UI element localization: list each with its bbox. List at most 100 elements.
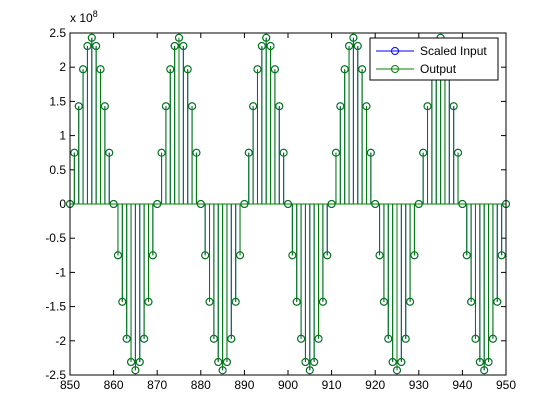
- stem-marker: [366, 148, 375, 157]
- stem-marker: [288, 251, 297, 260]
- stem-marker: [166, 65, 175, 74]
- stem-marker: [275, 102, 284, 111]
- stem-marker: [244, 148, 253, 157]
- stem-marker: [140, 334, 149, 343]
- stem-marker: [236, 251, 245, 260]
- y-tick-label: 0.5: [49, 163, 66, 177]
- x-tick-label: 850: [60, 378, 80, 392]
- stem-marker: [475, 358, 484, 367]
- stem-marker: [419, 148, 428, 157]
- y-tick-label: 2: [59, 60, 66, 74]
- y-tick-label: -1: [55, 265, 66, 279]
- stem-marker: [113, 251, 122, 260]
- stem-marker: [279, 148, 288, 157]
- stem-marker: [406, 297, 415, 306]
- stem-marker: [345, 41, 354, 50]
- stem-marker: [292, 297, 301, 306]
- axis-exponent: x 108: [70, 9, 98, 25]
- stem-marker: [127, 358, 136, 367]
- stem-marker: [157, 148, 166, 157]
- stem-marker: [175, 33, 183, 42]
- stem-marker: [83, 41, 92, 50]
- x-tick-label: 920: [365, 378, 385, 392]
- stem-marker: [270, 65, 279, 74]
- exponent-base: x 10: [70, 11, 93, 25]
- stem-marker: [179, 41, 188, 50]
- legend-label: Output: [420, 62, 457, 76]
- y-tick-label: -0.5: [45, 231, 66, 245]
- x-tick-label: 940: [452, 378, 472, 392]
- stem-marker: [183, 65, 192, 74]
- x-tick-label: 890: [234, 378, 254, 392]
- stem-marker: [79, 65, 88, 74]
- stem-marker: [388, 358, 397, 367]
- legend-box: [369, 37, 499, 81]
- stem-marker: [336, 102, 345, 111]
- stem-marker: [227, 334, 236, 343]
- stem-marker: [92, 41, 101, 50]
- stem-marker: [305, 366, 314, 375]
- stem-marker: [214, 358, 223, 367]
- stem-marker: [105, 148, 114, 157]
- stem-marker: [262, 33, 271, 42]
- stem-marker: [209, 334, 218, 343]
- stem-marker: [148, 251, 157, 260]
- stem-marker: [349, 33, 358, 42]
- y-tick-label: 2.5: [49, 26, 66, 40]
- x-tick-label: 950: [496, 378, 516, 392]
- stem-marker: [471, 334, 480, 343]
- stem-marker: [497, 251, 506, 260]
- stem-marker: [170, 41, 179, 50]
- stem-marker: [454, 148, 463, 157]
- legend-marker: [391, 65, 399, 73]
- stem-marker: [192, 148, 201, 157]
- exponent-power: 8: [93, 9, 98, 19]
- stem-marker: [384, 334, 393, 343]
- y-tick-label: -2: [55, 334, 66, 348]
- stem-marker: [74, 102, 83, 111]
- stem-marker: [314, 334, 323, 343]
- stem-marker: [301, 358, 310, 367]
- stem-marker: [488, 334, 497, 343]
- stem-marker: [205, 297, 214, 306]
- plot-area: [66, 32, 510, 376]
- stem-marker: [297, 334, 306, 343]
- stem-marker: [393, 366, 401, 375]
- stem-marker: [318, 297, 327, 306]
- stem-marker: [188, 102, 197, 111]
- y-tick-label: -2.5: [45, 368, 66, 382]
- x-tick-label: 910: [322, 378, 342, 392]
- stem-marker: [253, 65, 262, 74]
- stem-marker: [131, 366, 140, 375]
- stem-marker: [100, 102, 109, 111]
- stem-marker: [480, 366, 489, 375]
- stem-marker: [353, 41, 362, 50]
- stem-marker: [375, 251, 384, 260]
- stem-marker: [218, 366, 227, 375]
- stem-marker: [449, 102, 458, 111]
- stem-marker: [323, 251, 332, 260]
- stem-marker: [257, 41, 266, 50]
- stem-marker: [410, 251, 419, 260]
- y-tick-label: 1.5: [49, 94, 66, 108]
- x-tick-label: 870: [147, 378, 167, 392]
- stem-marker: [462, 251, 471, 260]
- x-tick-label: 900: [278, 378, 298, 392]
- axes-box: [69, 32, 507, 376]
- y-tick-label: -1.5: [45, 300, 66, 314]
- stem-marker: [144, 297, 153, 306]
- legend-marker: [391, 47, 399, 55]
- y-tick-label: 0: [59, 197, 66, 211]
- stem-marker: [493, 297, 502, 306]
- x-tick-label: 930: [409, 378, 429, 392]
- stem-marker: [484, 358, 493, 367]
- stem-marker: [310, 358, 319, 367]
- stem-marker: [266, 41, 275, 50]
- stem-marker: [423, 102, 432, 111]
- stem-marker: [122, 334, 131, 343]
- stem-marker: [231, 297, 240, 306]
- stem-marker: [135, 358, 144, 367]
- stem-marker: [397, 358, 406, 367]
- stem-marker: [358, 65, 367, 74]
- stem-marker: [96, 65, 105, 74]
